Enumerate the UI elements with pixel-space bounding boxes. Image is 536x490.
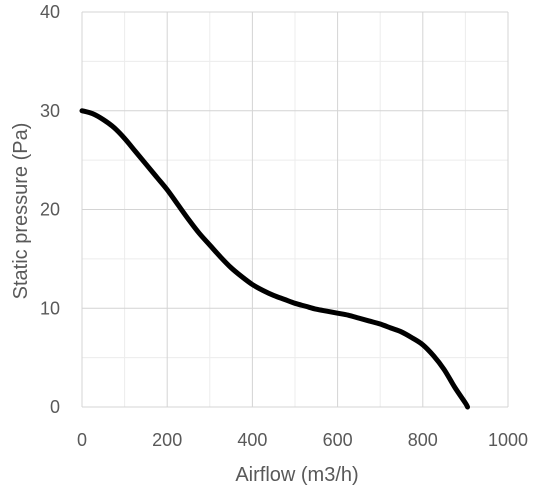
y-tick-labels: 0 10 20 30 40 xyxy=(40,2,60,417)
x-tick-label: 200 xyxy=(152,430,182,450)
x-tick-label: 1000 xyxy=(488,430,528,450)
y-tick-label: 0 xyxy=(50,397,60,417)
y-axis-title: Static pressure (Pa) xyxy=(10,123,32,300)
y-tick-label: 30 xyxy=(40,101,60,121)
series-layer xyxy=(79,108,471,410)
series-line-1 xyxy=(79,108,471,410)
major-gridlines xyxy=(81,11,509,408)
x-tick-label: 0 xyxy=(77,430,87,450)
y-tick-label: 10 xyxy=(40,298,60,318)
x-tick-label: 400 xyxy=(237,430,267,450)
x-tick-labels: 0 200 400 600 800 1000 xyxy=(77,430,528,450)
y-tick-label: 40 xyxy=(40,2,60,22)
x-tick-label: 800 xyxy=(408,430,438,450)
y-tick-label: 20 xyxy=(40,200,60,220)
x-axis-title: Airflow (m3/h) xyxy=(235,464,358,486)
x-tick-label: 600 xyxy=(323,430,353,450)
